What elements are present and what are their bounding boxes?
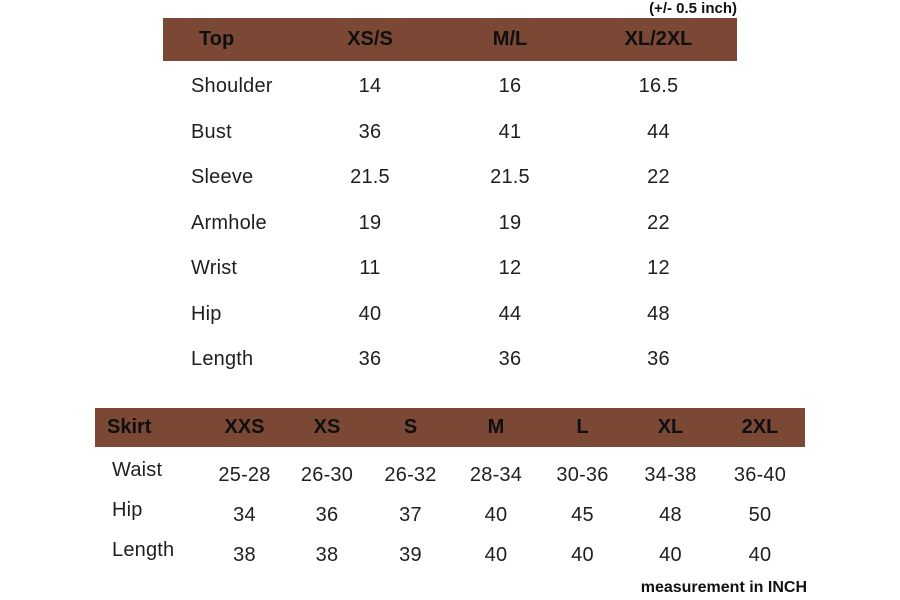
top-size-table: Top XS/S M/L XL/2XL Shoulder 14 16 16.5 Bust 36 4… (163, 18, 737, 383)
size-value: 36 (358, 348, 382, 371)
header-cell: Top (199, 28, 235, 50)
header-cell: XL/2XL (624, 28, 693, 50)
size-value: 36 (498, 348, 522, 371)
row-label: Bust (191, 120, 232, 143)
size-value: 40 (358, 302, 382, 325)
size-value: 50 (748, 503, 772, 526)
size-value: 44 (498, 302, 522, 325)
size-value: 26-30 (300, 463, 354, 486)
size-value: 39 (399, 543, 422, 566)
skirt-table-header-row: Skirt XXS XS S M L XL 2XL (95, 408, 805, 447)
size-value: 16 (498, 75, 522, 98)
header-cell: S (403, 416, 418, 438)
skirt-size-table: Skirt XXS XS S M L XL 2XL Waist 25-28 26-30 26-32 2… (95, 408, 805, 570)
header-cell: 2XL (741, 416, 779, 438)
size-value: 28-34 (469, 463, 523, 486)
row-label: Wrist (191, 257, 238, 280)
size-value: 14 (358, 75, 382, 98)
table-row: Length 38 38 39 40 40 40 40 (95, 530, 805, 570)
header-cell: Skirt (107, 416, 152, 438)
size-value: 36-40 (733, 463, 787, 486)
row-label: Armhole (191, 211, 267, 234)
header-cell: XS (313, 416, 341, 438)
table-row: Sleeve 21.5 21.5 22 (163, 155, 737, 201)
size-value: 40 (571, 543, 594, 566)
header-cell: M (487, 416, 505, 438)
header-cell: XL (657, 416, 684, 438)
unit-note: measurement in INCH (640, 579, 807, 596)
row-label: Length (112, 538, 175, 561)
size-value: 44 (647, 120, 670, 143)
top-table-header-row: Top XS/S M/L XL/2XL (163, 18, 737, 61)
size-value: 34 (233, 503, 256, 526)
size-value: 21.5 (490, 166, 530, 189)
tolerance-note: (+/- 0.5 inch) (649, 0, 737, 17)
row-label: Waist (112, 458, 163, 481)
size-value: 12 (498, 257, 522, 280)
size-value: 22 (647, 211, 670, 234)
row-label: Shoulder (191, 75, 273, 98)
skirt-table-body: Waist 25-28 26-30 26-32 28-34 30-36 34-38 36-40… (95, 450, 805, 570)
size-value: 48 (647, 302, 670, 325)
header-cell: XS/S (347, 28, 393, 50)
size-value: 16.5 (638, 75, 679, 98)
size-value: 36 (315, 503, 339, 526)
size-value: 37 (399, 503, 422, 526)
size-value: 40 (659, 543, 682, 566)
size-value: 19 (358, 211, 382, 234)
size-value: 26-32 (384, 463, 437, 486)
header-cell: L (576, 416, 589, 438)
table-row: Armhole 19 19 22 (163, 201, 737, 247)
row-label: Hip (112, 498, 143, 521)
size-value: 21.5 (350, 166, 390, 189)
size-value: 40 (484, 503, 508, 526)
size-value: 38 (315, 543, 339, 566)
table-row: Length 36 36 36 (163, 337, 737, 383)
size-value: 48 (659, 503, 682, 526)
size-value: 25-28 (218, 463, 271, 486)
size-value: 40 (748, 543, 772, 566)
size-value: 11 (359, 257, 381, 280)
table-row: Wrist 11 12 12 (163, 246, 737, 292)
table-row: Shoulder 14 16 16.5 (163, 64, 737, 110)
table-row: Hip 40 44 48 (163, 292, 737, 338)
size-value: 36 (647, 348, 670, 371)
size-value: 12 (647, 257, 670, 280)
size-value: 19 (498, 211, 522, 234)
top-table-body: Shoulder 14 16 16.5 Bust 36 41 44 Sleeve 21.5 21.5… (163, 64, 737, 383)
table-row: Waist 25-28 26-30 26-32 28-34 30-36 34-38 36-40 (95, 450, 805, 490)
row-label: Sleeve (191, 166, 254, 189)
size-value: 45 (571, 503, 594, 526)
header-cell: XXS (224, 416, 265, 438)
table-row: Bust 36 41 44 (163, 110, 737, 156)
size-value: 38 (233, 543, 256, 566)
size-value: 40 (484, 543, 508, 566)
row-label: Hip (191, 302, 222, 325)
size-value: 30-36 (556, 463, 609, 486)
size-value: 41 (498, 120, 522, 143)
header-cell: M/L (492, 28, 528, 50)
size-value: 34-38 (644, 463, 697, 486)
table-row: Hip 34 36 37 40 45 48 50 (95, 490, 805, 530)
size-value: 36 (358, 120, 382, 143)
size-value: 22 (647, 166, 670, 189)
row-label: Length (191, 348, 254, 371)
